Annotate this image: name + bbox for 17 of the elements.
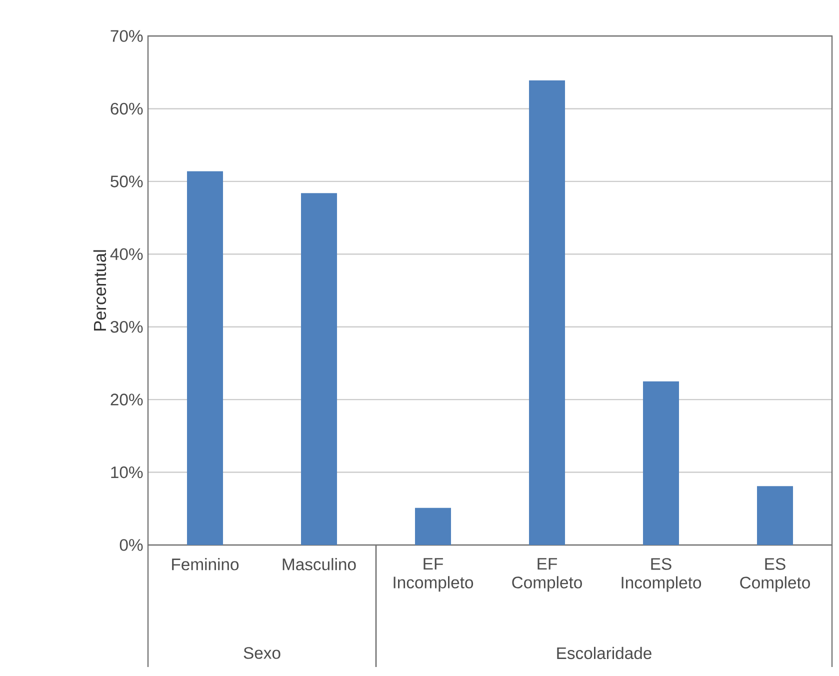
x-tick-label: Masculino	[282, 558, 356, 570]
y-tick-label: 30%	[110, 320, 143, 333]
y-tick-label: 20%	[110, 394, 143, 406]
text: Sexo	[244, 647, 280, 659]
text: Escolaridade	[557, 646, 652, 660]
x-tick-label: Feminino	[172, 558, 239, 570]
y-tick-label: 0%	[120, 539, 143, 551]
y-tick-label: 70%	[110, 30, 143, 42]
y-tick-label: 50%	[110, 176, 143, 188]
x-tick-label: ES Completo	[740, 558, 810, 592]
x-tick-label: EF Incompleto	[394, 558, 474, 592]
y-tick-label: 40%	[110, 248, 143, 260]
y-tick-label: 10%	[111, 466, 143, 478]
y-tick-label: 60%	[110, 102, 143, 115]
x-tick-label: ES Incompleto	[622, 558, 702, 592]
x-tick-label: EF Completo	[512, 558, 582, 592]
y-axis-title: Percentual	[93, 250, 106, 331]
